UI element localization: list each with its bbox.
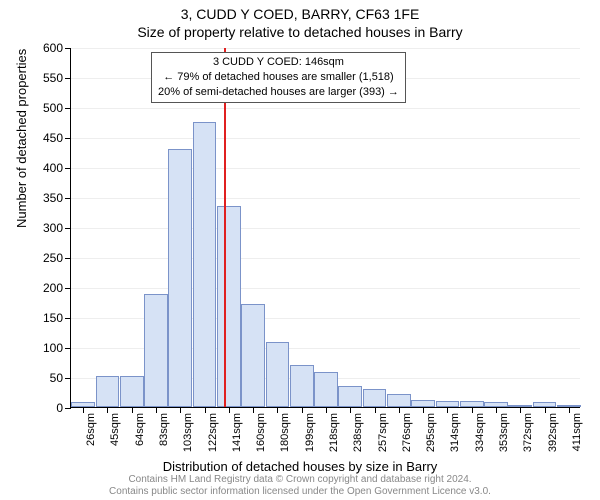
title-line2: Size of property relative to detached ho…	[0, 24, 600, 42]
gridline	[71, 48, 580, 49]
x-tick	[496, 407, 497, 413]
annotation-line-3: 20% of semi-detached houses are larger (…	[158, 85, 399, 100]
x-tick	[375, 407, 376, 413]
histogram-bar	[290, 365, 314, 407]
y-tick-label: 350	[43, 191, 71, 205]
x-tick-label: 199sqm	[304, 413, 316, 452]
gridline	[71, 258, 580, 259]
y-axis-label: Number of detached properties	[14, 49, 29, 228]
histogram-bar	[314, 372, 338, 407]
x-tick	[229, 407, 230, 413]
footer-line2: Contains public sector information licen…	[0, 486, 600, 498]
annotation-box: 3 CUDD Y COED: 146sqm← 79% of detached h…	[151, 52, 406, 103]
x-tick	[399, 407, 400, 413]
x-tick	[205, 407, 206, 413]
y-tick-label: 500	[43, 101, 71, 115]
x-tick	[569, 407, 570, 413]
x-tick-label: 411sqm	[571, 413, 583, 451]
annotation-line-1: 3 CUDD Y COED: 146sqm	[158, 55, 399, 70]
x-tick	[472, 407, 473, 413]
histogram-bar	[217, 206, 241, 407]
histogram-bar	[193, 122, 217, 407]
x-tick	[302, 407, 303, 413]
x-tick-label: 257sqm	[377, 413, 389, 452]
histogram-bar	[241, 304, 265, 407]
histogram-bar	[363, 389, 387, 407]
histogram-bar	[96, 376, 120, 407]
x-tick-label: 295sqm	[425, 413, 437, 452]
gridline	[71, 288, 580, 289]
x-tick-label: 334sqm	[474, 413, 486, 452]
x-tick	[83, 407, 84, 413]
x-tick-label: 160sqm	[255, 413, 267, 452]
x-tick-label: 180sqm	[279, 413, 291, 452]
x-tick	[423, 407, 424, 413]
gridline	[71, 198, 580, 199]
x-tick-label: 238sqm	[352, 413, 364, 452]
x-tick	[132, 407, 133, 413]
x-tick-label: 103sqm	[182, 413, 194, 452]
histogram-bar	[120, 376, 144, 407]
y-tick-label: 300	[43, 221, 71, 235]
histogram-bar	[168, 149, 192, 407]
annotation-line-2: ← 79% of detached houses are smaller (1,…	[158, 70, 399, 85]
x-tick-label: 372sqm	[522, 413, 534, 452]
plot-inner: 05010015020025030035040045050055060026sq…	[70, 48, 580, 408]
x-tick	[545, 407, 546, 413]
gridline	[71, 108, 580, 109]
footer: Contains HM Land Registry data © Crown c…	[0, 474, 600, 498]
y-tick-label: 250	[43, 251, 71, 265]
chart-title: 3, CUDD Y COED, BARRY, CF63 1FE Size of …	[0, 0, 600, 41]
x-tick-label: 218sqm	[328, 413, 340, 452]
histogram-bar	[266, 342, 290, 407]
gridline	[71, 138, 580, 139]
x-tick	[326, 407, 327, 413]
x-tick-label: 276sqm	[401, 413, 413, 452]
x-tick	[156, 407, 157, 413]
title-line1: 3, CUDD Y COED, BARRY, CF63 1FE	[0, 6, 600, 24]
x-tick-label: 26sqm	[85, 413, 97, 446]
gridline	[71, 228, 580, 229]
x-tick-label: 314sqm	[449, 413, 461, 452]
y-tick-label: 550	[43, 71, 71, 85]
gridline	[71, 168, 580, 169]
x-tick	[253, 407, 254, 413]
y-tick-label: 150	[43, 311, 71, 325]
x-tick-label: 122sqm	[207, 413, 219, 452]
y-tick-label: 600	[43, 41, 71, 55]
histogram-bar	[338, 386, 362, 407]
x-tick-label: 64sqm	[134, 413, 146, 446]
y-tick-label: 50	[50, 371, 71, 385]
histogram-bar	[387, 394, 411, 407]
x-tick-label: 83sqm	[158, 413, 170, 446]
histogram-bar	[411, 400, 435, 407]
x-tick-label: 45sqm	[109, 413, 121, 446]
plot-area: 05010015020025030035040045050055060026sq…	[70, 48, 580, 408]
x-tick-label: 353sqm	[498, 413, 510, 452]
footer-line1: Contains HM Land Registry data © Crown c…	[0, 474, 600, 486]
x-tick-label: 141sqm	[231, 413, 243, 452]
y-tick-label: 200	[43, 281, 71, 295]
y-tick-label: 0	[56, 401, 71, 415]
histogram-bar	[144, 294, 168, 407]
x-axis-label: Distribution of detached houses by size …	[0, 459, 600, 474]
y-tick-label: 400	[43, 161, 71, 175]
x-tick-label: 392sqm	[547, 413, 559, 452]
y-tick-label: 100	[43, 341, 71, 355]
y-tick-label: 450	[43, 131, 71, 145]
